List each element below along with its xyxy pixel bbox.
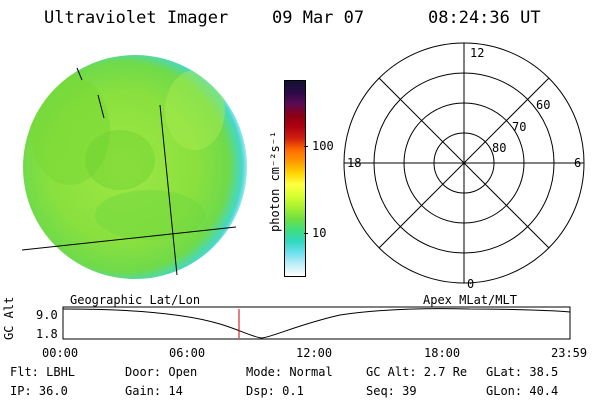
mlt-label-12: 12 (470, 46, 485, 60)
tick-10 (304, 233, 308, 234)
colorbar-tick-10: 10 (312, 226, 327, 240)
lat-label-70: 70 (512, 120, 527, 134)
x-tick-2359: 23:59 (551, 346, 588, 360)
status-glat: GLat: 38.5 (486, 365, 559, 379)
timeline-right-title: Apex MLat/MLT (423, 293, 517, 307)
status-mode: Mode: Normal (246, 365, 333, 379)
status-seq: Seq: 39 (366, 384, 417, 398)
timeline-y-max: 9.0 (36, 308, 58, 322)
mlt-label-6: 6 (574, 156, 582, 170)
status-glon: GLon: 40.4 (486, 384, 559, 398)
date-label: 09 Mar 07 (272, 8, 365, 28)
lat-label-80: 80 (492, 141, 507, 155)
time-label: 08:24:36 UT (428, 8, 541, 28)
x-tick-1200: 12:00 (296, 346, 333, 360)
instrument-title: Ultraviolet Imager (44, 8, 229, 28)
color-scale-bar (284, 80, 306, 277)
mlt-label-18: 18 (347, 156, 362, 170)
x-tick-0000: 00:00 (42, 346, 79, 360)
status-gc-alt: GC Alt: 2.7 Re (366, 365, 468, 379)
lat-line (21, 226, 237, 251)
colorbar-tick-100: 100 (312, 139, 334, 153)
mlt-label-0: 0 (467, 277, 475, 291)
status-door: Door: Open (125, 365, 198, 379)
x-tick-0600: 06:00 (169, 346, 206, 360)
x-tick-1800: 18:00 (424, 346, 461, 360)
tick-100 (304, 146, 308, 147)
timeline-left-title: Geographic Lat/Lon (70, 293, 201, 307)
status-gain: Gain: 14 (125, 384, 183, 398)
lon-line-short (97, 94, 105, 119)
lon-line (159, 104, 178, 276)
lon-line-tick (76, 67, 83, 81)
status-dsp: Dsp: 0.1 (246, 384, 304, 398)
status-flt: Flt: LBHL (10, 365, 76, 379)
timeline-y-min: 1.8 (36, 327, 58, 341)
status-ip: IP: 36.0 (10, 384, 68, 398)
altitude-curve (62, 308, 571, 339)
lat-label-60: 60 (536, 98, 551, 112)
